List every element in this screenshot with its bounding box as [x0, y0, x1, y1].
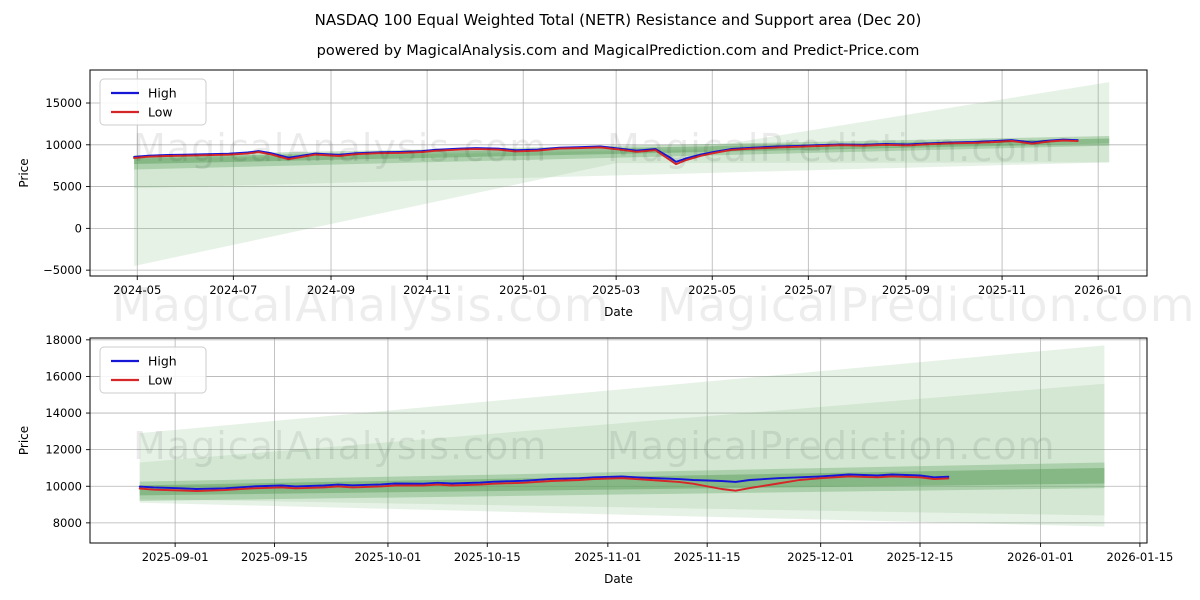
axis-ticks: 2024-05 2024-07 2024-09 2024-11 2025-01 2025-…	[43, 96, 1122, 297]
low-line	[138, 475, 950, 492]
x-tick-label: 2025-05	[688, 283, 736, 297]
x-tick-label: 2025-11-15	[674, 550, 741, 564]
x-tick-label: 2025-10-15	[454, 550, 521, 564]
y-tick-label: 15000	[45, 96, 82, 110]
x-tick-label: 2024-07	[209, 283, 257, 297]
x-tick-label: 2025-09	[882, 283, 930, 297]
y-tick-label: 16000	[45, 369, 82, 383]
plot-border	[89, 337, 1148, 544]
y-tick-label: 18000	[45, 333, 82, 347]
y-axis-label: Price	[17, 158, 31, 187]
x-tick-label: 2026-01-15	[1106, 550, 1173, 564]
x-axis-label: Date	[604, 572, 633, 586]
x-tick-label: 2025-12-01	[787, 550, 854, 564]
support-resistance-fan-inner	[134, 143, 1110, 189]
legend-high-label: High	[148, 86, 177, 101]
page-subtitle: powered by MagicalAnalysis.com and Magic…	[316, 43, 920, 59]
legend-low-label: Low	[148, 105, 173, 120]
x-tick-label: 2024-11	[403, 283, 451, 297]
y-tick-label: 14000	[45, 406, 82, 420]
support-resistance-fan-outer	[139, 345, 1105, 527]
x-tick-label: 2024-05	[113, 283, 161, 297]
x-tick-label: 2025-10-01	[355, 550, 422, 564]
x-tick-label: 2025-09-15	[241, 550, 308, 564]
y-axis-label: Price	[17, 426, 31, 455]
gridlines	[90, 70, 1147, 276]
x-axis-label: Date	[604, 305, 633, 319]
plot-border	[89, 69, 1148, 277]
high-line	[138, 473, 950, 490]
y-tick-label: 12000	[45, 443, 82, 457]
page-title: NASDAQ 100 Equal Weighted Total (NETR) R…	[314, 11, 922, 29]
x-tick-label: 2024-09	[307, 283, 355, 297]
x-tick-label: 2025-09-01	[142, 550, 209, 564]
x-tick-label: 2025-01	[499, 283, 547, 297]
support-resistance-fan-outer	[134, 82, 1110, 266]
legend: High Low	[99, 346, 207, 394]
price-lines	[133, 138, 1079, 166]
x-tick-label: 2025-11-01	[574, 550, 641, 564]
legend-high-label: High	[148, 354, 177, 369]
x-tick-label: 2025-03	[592, 283, 640, 297]
x-tick-label: 2025-11	[978, 283, 1026, 297]
legend-box	[99, 78, 207, 126]
legend: High Low	[99, 78, 207, 126]
y-tick-label: 10000	[45, 479, 82, 493]
x-tick-label: 2025-07	[784, 283, 832, 297]
y-tick-label: −5000	[43, 263, 82, 277]
legend-low-label: Low	[148, 373, 173, 388]
support-resistance-band-medium	[139, 462, 1105, 501]
price-lines	[138, 473, 950, 492]
x-tick-label: 2025-12-15	[887, 550, 954, 564]
y-tick-label: 0	[75, 221, 82, 235]
y-tick-label: 10000	[45, 138, 82, 152]
y-tick-label: 8000	[53, 516, 82, 530]
support-resistance-fan-inner	[139, 383, 1105, 516]
x-tick-label: 2026-01	[1074, 283, 1122, 297]
support-resistance-areas	[139, 345, 1105, 527]
y-tick-label: 5000	[53, 180, 82, 194]
legend-box	[99, 346, 207, 394]
x-tick-label: 2026-01-01	[1007, 550, 1074, 564]
axis-ticks: 2025-09-01 2025-09-15 2025-10-01 2025-10-15…	[45, 333, 1173, 564]
low-line	[133, 139, 1079, 166]
